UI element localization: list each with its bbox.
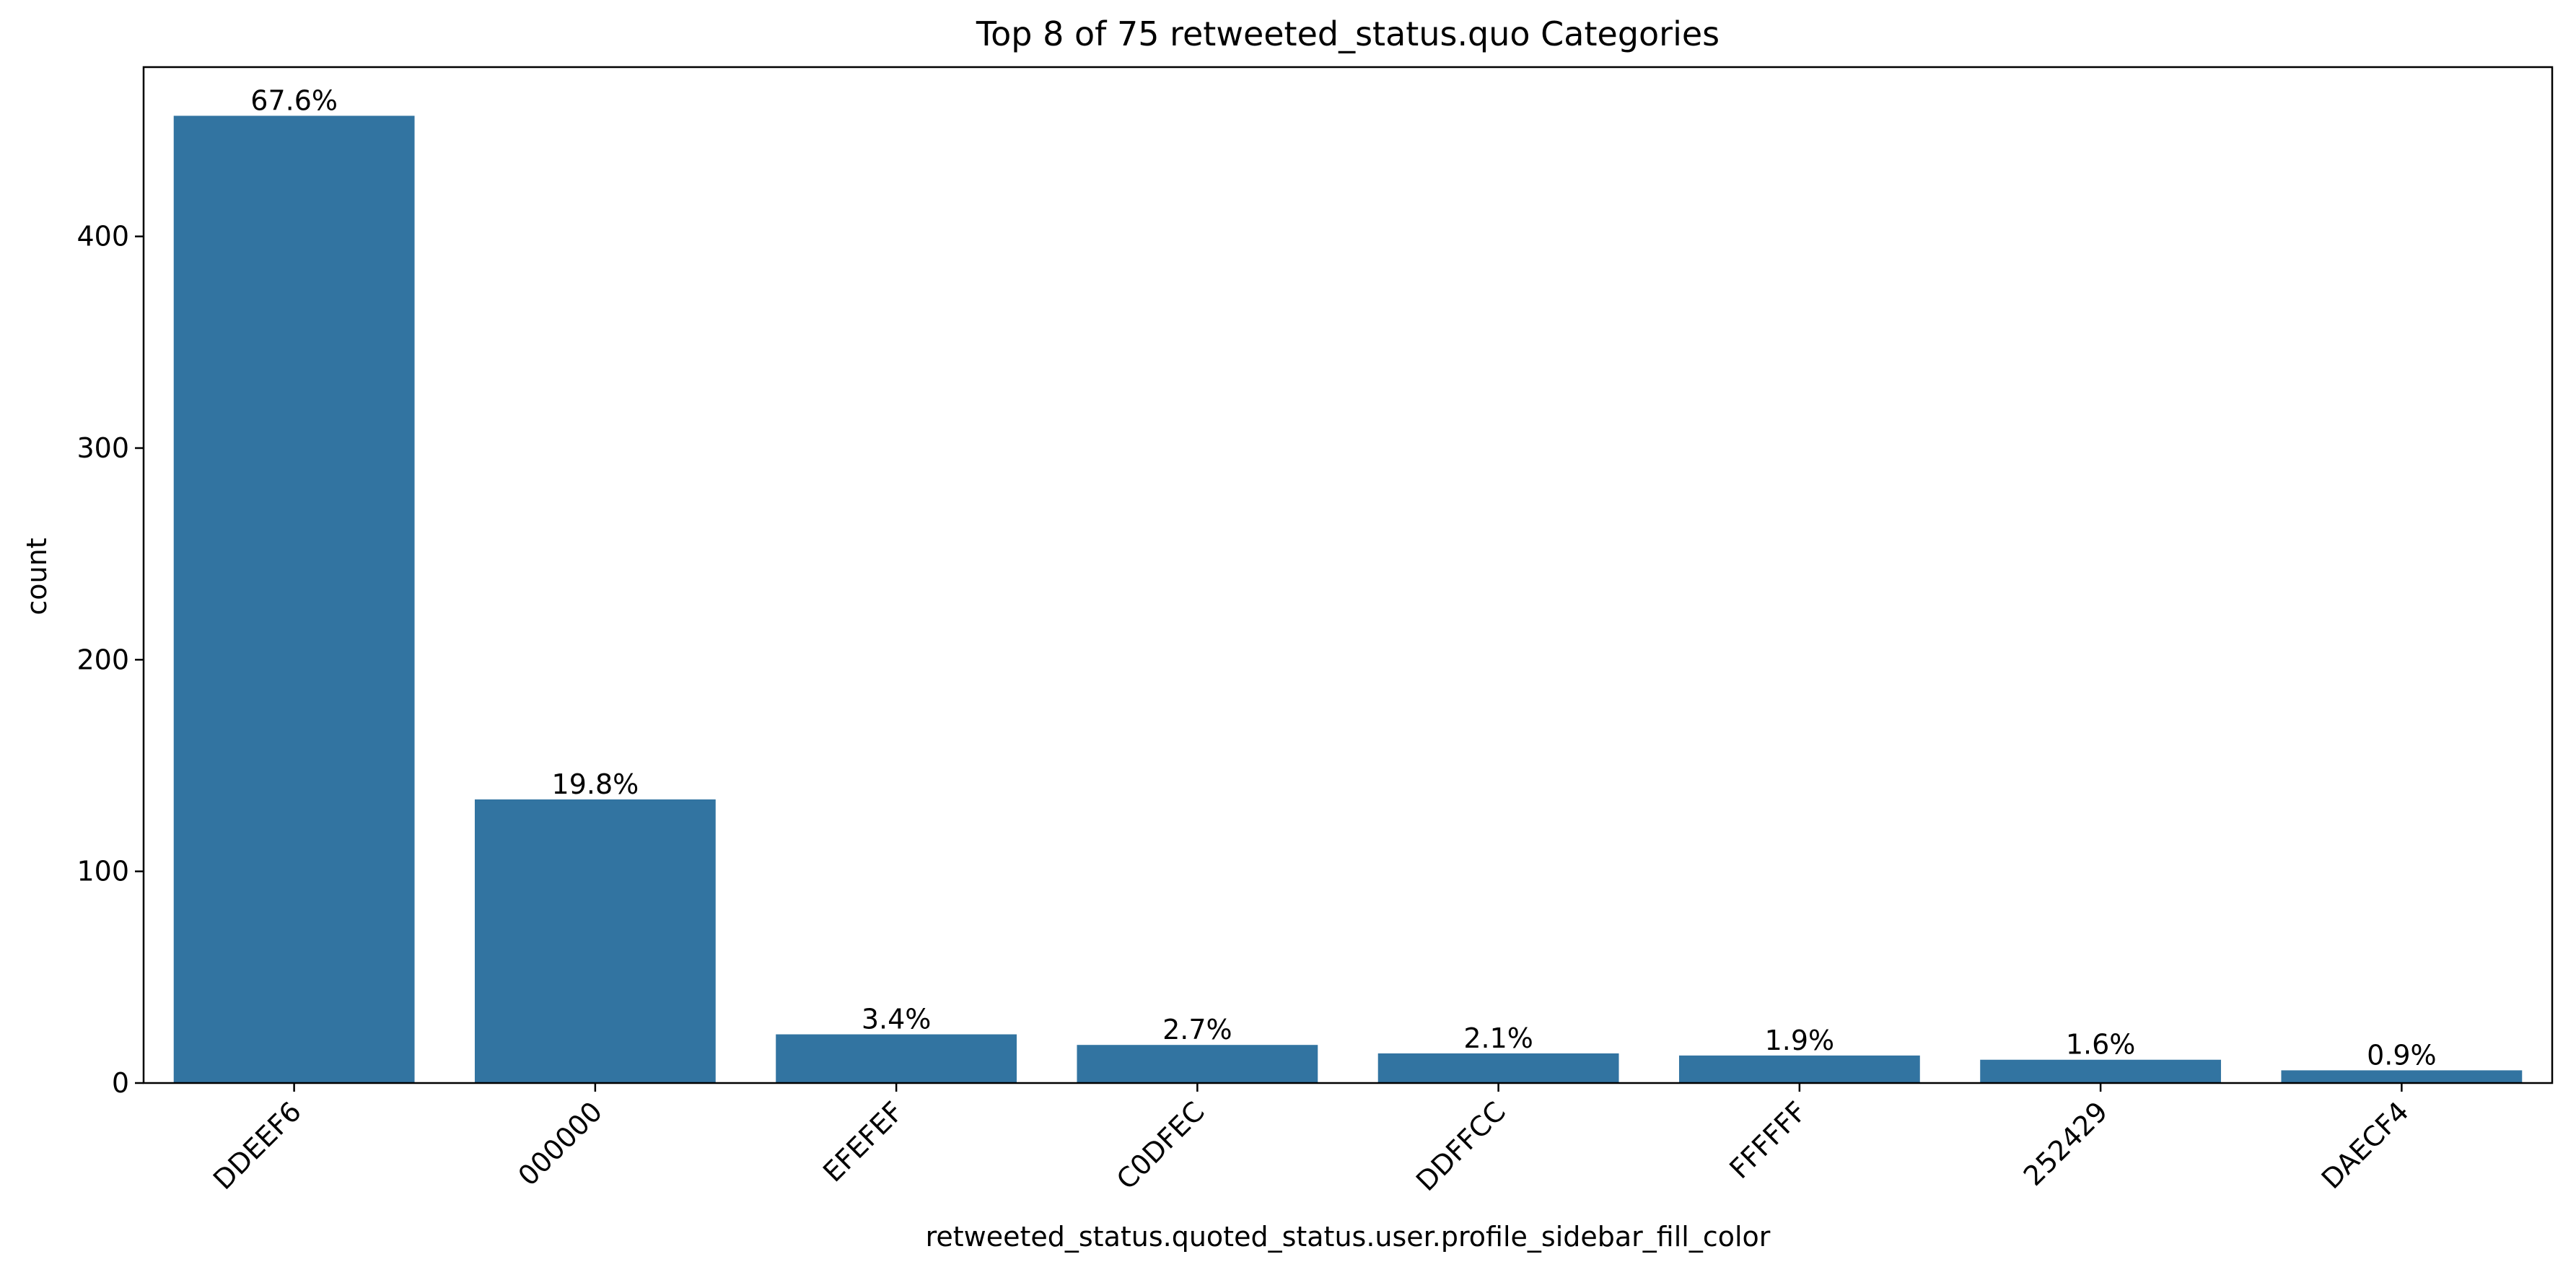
bar-efefef bbox=[776, 1034, 1017, 1083]
data-labels-layer: 67.6% 19.8% 3.4% 2.7% 2.1% 1.9% 1.6% 0.9% bbox=[250, 84, 2436, 1071]
y-axis: 0 100 200 300 400 bbox=[76, 221, 144, 1099]
data-label-efefef: 3.4% bbox=[862, 1004, 932, 1035]
y-tick-label: 0 bbox=[112, 1067, 129, 1099]
x-tick-label: DAECF4 bbox=[2316, 1095, 2415, 1195]
bar-000000 bbox=[474, 799, 716, 1083]
data-label-ffffff: 1.9% bbox=[1765, 1025, 1835, 1056]
x-tick-label: C0DFEC bbox=[1110, 1095, 1211, 1196]
bar-252429 bbox=[1980, 1059, 2222, 1083]
bar-ddeef6 bbox=[173, 115, 415, 1083]
x-tick-label: EFEFEF bbox=[817, 1095, 909, 1188]
x-tick-label: 000000 bbox=[512, 1095, 609, 1192]
bars-layer bbox=[173, 115, 2523, 1083]
y-tick-label: 100 bbox=[76, 856, 129, 887]
data-label-252429: 1.6% bbox=[2066, 1029, 2136, 1061]
x-axis-label: retweeted_status.quoted_status.user.prof… bbox=[926, 1221, 1771, 1253]
bar-c0dfec bbox=[1077, 1045, 1318, 1083]
data-label-000000: 19.8% bbox=[552, 768, 639, 800]
plot-frame bbox=[142, 66, 2554, 1084]
bar-ffffff bbox=[1678, 1055, 1920, 1083]
x-tick-label: 252429 bbox=[2018, 1095, 2114, 1192]
x-axis: DDEEF6 000000 EFEFEF C0DFEC DDFFCC FFFFFF 2524… bbox=[207, 1083, 2415, 1197]
bar-ddffcc bbox=[1377, 1053, 1619, 1083]
data-label-c0dfec: 2.7% bbox=[1162, 1014, 1232, 1046]
data-label-ddffcc: 2.1% bbox=[1463, 1022, 1533, 1054]
y-tick-label: 200 bbox=[76, 644, 129, 675]
x-tick-label: DDFFCC bbox=[1410, 1095, 1512, 1197]
y-tick-label: 400 bbox=[76, 221, 129, 253]
chart-title: Top 8 of 75 retweeted_status.quo Categor… bbox=[976, 14, 1719, 53]
data-label-ddeef6: 67.6% bbox=[250, 84, 338, 116]
y-tick-label: 300 bbox=[76, 432, 129, 464]
y-axis-label: count bbox=[21, 538, 53, 615]
bar-daecf4 bbox=[2281, 1070, 2523, 1083]
x-tick-label: DDEEF6 bbox=[207, 1095, 307, 1196]
data-label-daecf4: 0.9% bbox=[2367, 1039, 2437, 1071]
x-tick-label: FFFFFF bbox=[1723, 1095, 1813, 1185]
